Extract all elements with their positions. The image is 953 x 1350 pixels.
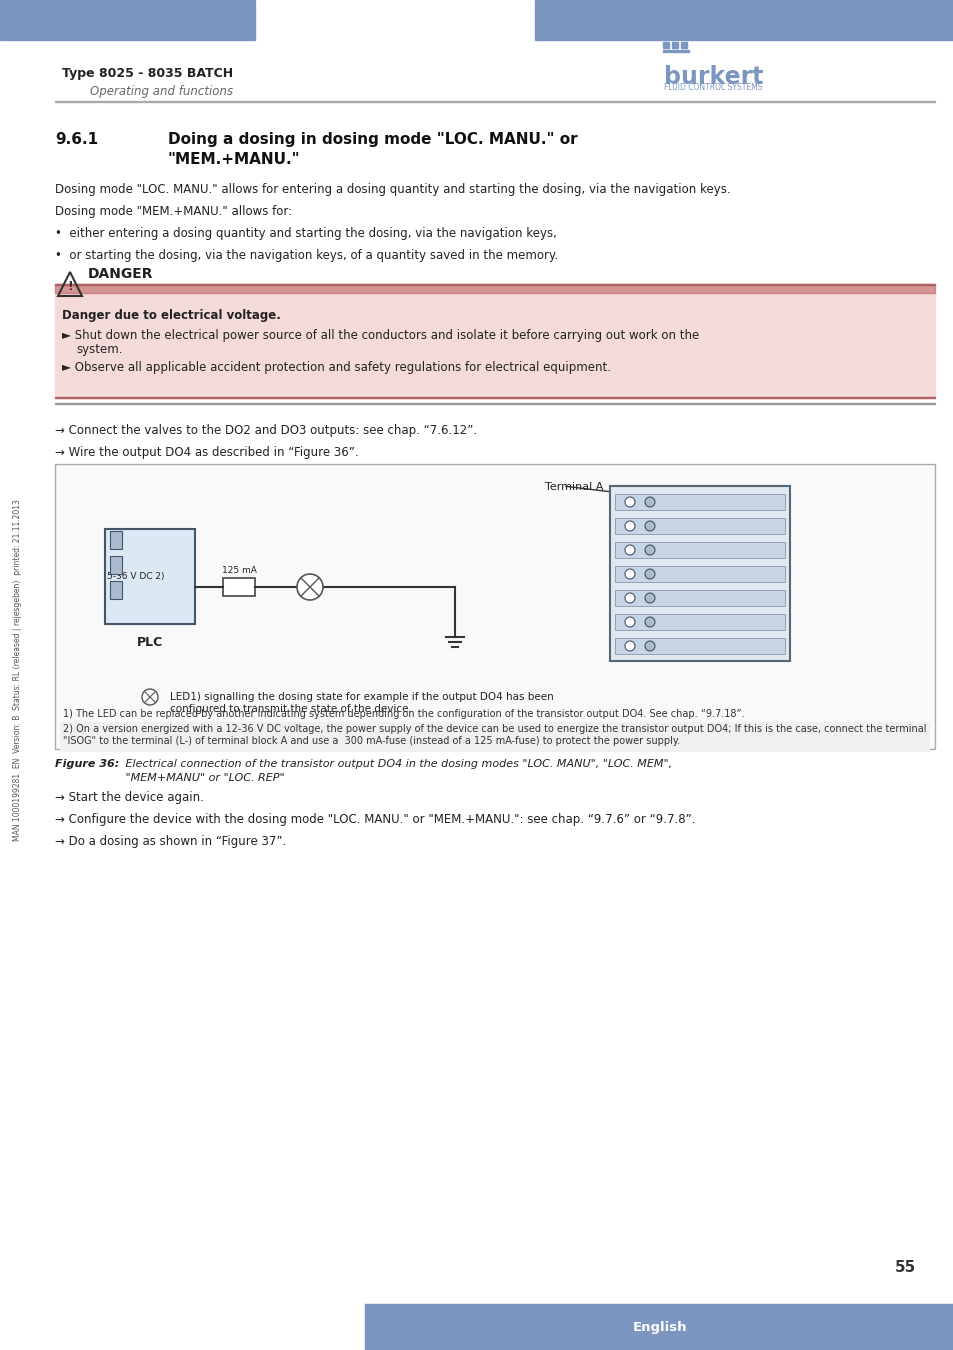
Text: ► Observe all applicable accident protection and safety regulations for electric: ► Observe all applicable accident protec… xyxy=(62,360,610,374)
Text: !: ! xyxy=(67,279,72,293)
Circle shape xyxy=(624,641,635,651)
Bar xyxy=(105,529,194,624)
Bar xyxy=(680,42,686,49)
Bar xyxy=(615,518,784,535)
Text: PLC: PLC xyxy=(136,636,163,649)
Text: 1) The LED can be replaced by another indicating system depending on the configu: 1) The LED can be replaced by another in… xyxy=(63,709,744,720)
Bar xyxy=(55,284,934,285)
Text: → Wire the output DO4 as described in “Figure 36”.: → Wire the output DO4 as described in “F… xyxy=(55,446,358,459)
Text: Electrical connection of the transistor output DO4 in the dosing modes "LOC. MAN: Electrical connection of the transistor … xyxy=(115,759,672,769)
Text: Type 8025 - 8035 BATCH: Type 8025 - 8035 BATCH xyxy=(62,68,233,80)
Bar xyxy=(671,42,678,49)
Circle shape xyxy=(644,593,655,603)
Text: Dosing mode "LOC. MANU." allows for entering a dosing quantity and starting the : Dosing mode "LOC. MANU." allows for ente… xyxy=(55,184,730,196)
Text: Figure 36:: Figure 36: xyxy=(55,759,119,769)
Bar xyxy=(223,578,254,595)
Bar xyxy=(662,50,688,53)
Bar xyxy=(615,494,784,510)
Text: 125 mA: 125 mA xyxy=(221,566,256,575)
Text: "MEM+MANU" or "LOC. REP": "MEM+MANU" or "LOC. REP" xyxy=(115,774,284,783)
Text: English: English xyxy=(632,1320,686,1334)
Bar xyxy=(615,590,784,606)
Text: → Start the device again.: → Start the device again. xyxy=(55,791,204,805)
Bar xyxy=(662,42,668,49)
Text: 9.6.1: 9.6.1 xyxy=(55,132,98,147)
Circle shape xyxy=(624,521,635,531)
Circle shape xyxy=(644,641,655,651)
Text: 5-36 V DC 2): 5-36 V DC 2) xyxy=(107,572,164,582)
Bar xyxy=(615,639,784,653)
Circle shape xyxy=(624,497,635,508)
Bar xyxy=(55,397,934,398)
Circle shape xyxy=(644,617,655,626)
Text: 2) On a version energized with a 12-36 V DC voltage, the power supply of the dev: 2) On a version energized with a 12-36 V… xyxy=(63,724,925,745)
Text: FLUID CONTROL SYSTEMS: FLUID CONTROL SYSTEMS xyxy=(663,82,761,92)
Bar xyxy=(60,722,929,752)
Circle shape xyxy=(296,574,323,599)
Circle shape xyxy=(624,568,635,579)
Bar xyxy=(110,580,122,599)
Text: Danger due to electrical voltage.: Danger due to electrical voltage. xyxy=(62,309,280,323)
Bar xyxy=(615,541,784,558)
Text: → Configure the device with the dosing mode "LOC. MANU." or "MEM.+MANU.": see ch: → Configure the device with the dosing m… xyxy=(55,813,695,826)
Bar xyxy=(55,284,934,293)
Text: DANGER: DANGER xyxy=(88,267,153,281)
Text: 55: 55 xyxy=(893,1261,915,1276)
Bar xyxy=(110,556,122,574)
Text: → Do a dosing as shown in “Figure 37”.: → Do a dosing as shown in “Figure 37”. xyxy=(55,836,286,848)
Text: Doing a dosing in dosing mode "LOC. MANU." or: Doing a dosing in dosing mode "LOC. MANU… xyxy=(168,132,577,147)
Circle shape xyxy=(644,521,655,531)
Circle shape xyxy=(644,545,655,555)
Bar xyxy=(615,566,784,582)
Circle shape xyxy=(644,568,655,579)
Circle shape xyxy=(624,545,635,555)
Bar xyxy=(55,464,934,749)
Circle shape xyxy=(624,593,635,603)
Circle shape xyxy=(624,617,635,626)
Circle shape xyxy=(142,688,158,705)
Text: Terminal A: Terminal A xyxy=(544,482,602,491)
Text: •  or starting the dosing, via the navigation keys, of a quantity saved in the m: • or starting the dosing, via the naviga… xyxy=(55,248,558,262)
Text: ► Shut down the electrical power source of all the conductors and isolate it bef: ► Shut down the electrical power source … xyxy=(62,329,699,342)
Bar xyxy=(0,0,254,40)
Text: Operating and functions: Operating and functions xyxy=(90,85,233,99)
Text: "MEM.+MANU.": "MEM.+MANU." xyxy=(168,153,300,167)
Bar xyxy=(365,1304,953,1350)
Text: •  either entering a dosing quantity and starting the dosing, via the navigation: • either entering a dosing quantity and … xyxy=(55,227,557,240)
Bar xyxy=(615,614,784,630)
Bar xyxy=(535,0,953,40)
Text: system.: system. xyxy=(76,343,122,356)
Circle shape xyxy=(644,497,655,508)
Text: burkert: burkert xyxy=(663,65,762,89)
Bar xyxy=(609,486,789,662)
Text: MAN 1000199281  EN  Version: B  Status: RL (released | rejesgeben)  printed: 21.: MAN 1000199281 EN Version: B Status: RL … xyxy=(13,500,23,841)
Bar xyxy=(55,293,934,398)
Bar xyxy=(110,531,122,549)
Text: → Connect the valves to the DO2 and DO3 outputs: see chap. “7.6.12”.: → Connect the valves to the DO2 and DO3 … xyxy=(55,424,476,437)
Text: Dosing mode "MEM.+MANU." allows for:: Dosing mode "MEM.+MANU." allows for: xyxy=(55,205,292,217)
Text: LED1) signalling the dosing state for example if the output DO4 has been
configu: LED1) signalling the dosing state for ex… xyxy=(170,693,553,714)
